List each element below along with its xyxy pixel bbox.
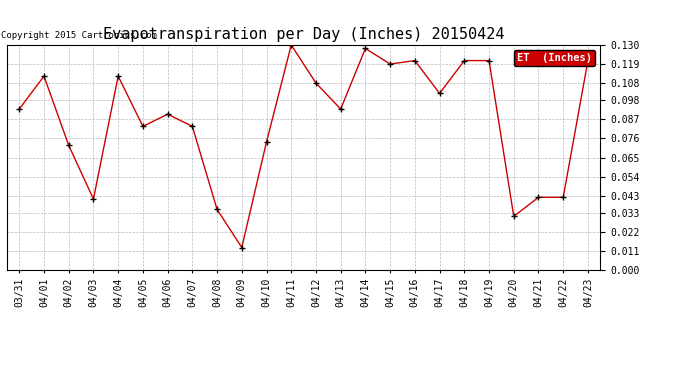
Legend: ET  (Inches): ET (Inches)	[514, 50, 595, 66]
Text: Copyright 2015 Cartronics.com: Copyright 2015 Cartronics.com	[1, 32, 157, 40]
Title: Evapotranspiration per Day (Inches) 20150424: Evapotranspiration per Day (Inches) 2015…	[103, 27, 504, 42]
